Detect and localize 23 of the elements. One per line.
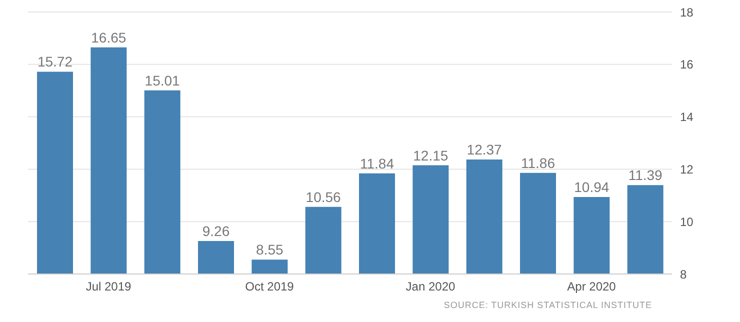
data-label: 9.26: [202, 222, 230, 239]
y-tick-label: 16: [680, 58, 694, 72]
data-label: 12.15: [413, 147, 448, 164]
data-label: 10.94: [574, 178, 610, 195]
data-label: 16.65: [91, 29, 126, 46]
data-label: 11.84: [360, 155, 394, 172]
y-tick-label: 10: [680, 214, 694, 229]
y-tick-label: 8: [680, 267, 687, 282]
x-tick-label: Jul 2019: [86, 280, 132, 294]
x-tick-label: Jan 2020: [406, 280, 456, 294]
x-tick-label: Oct 2019: [245, 280, 294, 294]
data-label: 10.56: [306, 188, 342, 205]
data-label: 8.55: [256, 242, 284, 258]
data-label: 11.86: [521, 154, 556, 171]
y-tick-label: 14: [680, 110, 694, 124]
x-tick-label: Apr 2020: [567, 280, 616, 294]
y-tick-label: 18: [680, 5, 694, 20]
data-label: 15.72: [37, 54, 73, 70]
y-tick-label: 12: [680, 162, 694, 176]
data-label: 15.01: [144, 72, 180, 88]
source-note: SOURCE: TURKISH STATISTICAL INSTITUTE: [444, 300, 652, 310]
data-label: 11.39: [628, 167, 663, 184]
data-label: 12.37: [466, 142, 502, 158]
